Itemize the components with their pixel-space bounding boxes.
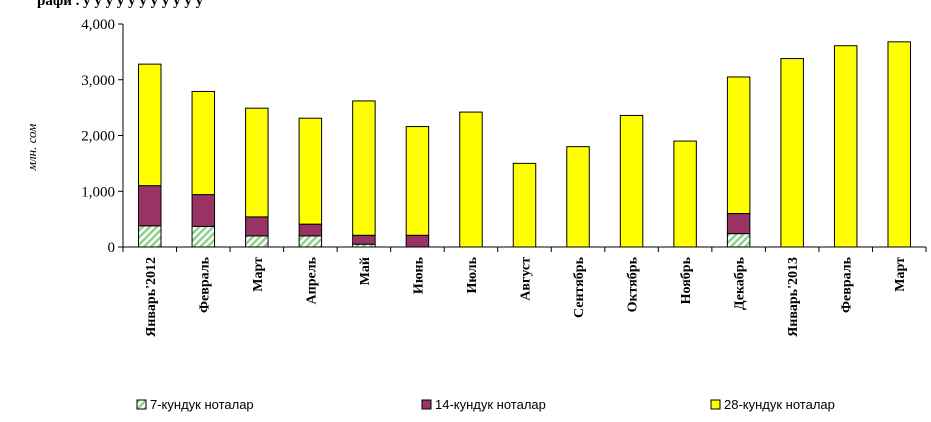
bar-segment-7day	[245, 235, 269, 248]
bar-segment-14day	[298, 223, 323, 237]
bar-segment-28day	[833, 45, 858, 248]
x-tick-label: Февраль	[840, 256, 855, 313]
x-tick-label: Март	[893, 257, 908, 292]
x-tick-label: Октябрь	[626, 256, 641, 312]
y-tick-label: 1,000	[81, 184, 115, 200]
x-tick-label: Август	[519, 257, 534, 301]
bar-segment-28day	[298, 117, 323, 225]
x-tick-label: Март	[251, 257, 266, 292]
bar-segment-7day	[191, 225, 216, 248]
bar-segment-28day	[887, 41, 911, 248]
bar-segment-28day	[191, 90, 216, 196]
bar-segment-28day	[566, 146, 590, 248]
x-tick-label: Сентябрь	[572, 256, 587, 318]
bar-segment-28day	[673, 140, 697, 248]
bar-segment-28day	[619, 114, 644, 248]
bar-segment-7day	[138, 225, 162, 248]
y-tick-label: 0	[108, 240, 116, 256]
chart-title: рафи . у у у у у у у у у у у	[37, 0, 204, 9]
legend-label: 14-кундук ноталар	[435, 397, 546, 412]
x-tick-label: Февраль	[197, 256, 212, 313]
bar-segment-14day	[352, 234, 376, 245]
x-tick-label: Январь'2012	[144, 257, 159, 337]
y-tick-label: 3,000	[81, 73, 115, 89]
bar-segment-28day	[512, 162, 537, 248]
x-tick-label: Май	[358, 257, 373, 285]
bar-segment-14day	[191, 194, 216, 227]
legend-label: 7-кундук ноталар	[150, 397, 254, 412]
x-tick-label: Декабрь	[733, 256, 748, 310]
bar-segment-14day	[726, 213, 751, 235]
bar-segment-28day	[726, 76, 751, 215]
legend: 7-кундук ноталар 14-кундук ноталар 28-кунд…	[136, 397, 835, 412]
bar-segment-28day	[780, 58, 804, 248]
bar-segment-14day	[138, 185, 162, 227]
x-tick-label: Апрель	[304, 256, 319, 304]
bar-segment-14day	[245, 216, 269, 237]
x-tick-label: Январь'2013	[786, 257, 801, 337]
bar-segment-28day	[405, 126, 430, 236]
x-tick-label: Ноябрь	[679, 256, 694, 304]
bar-segment-28day	[138, 63, 162, 187]
y-tick-label: 2,000	[81, 129, 115, 145]
x-tick-label: Июль	[465, 256, 480, 293]
plot-area: 0 1,000 2,000 3,000 4,000 Январь'2012 Февраль М…	[81, 17, 927, 337]
legend-label: 28-кундук ноталар	[724, 397, 835, 412]
bar-segment-28day	[352, 100, 376, 236]
bar-segment-14day	[405, 234, 430, 248]
legend-swatch	[421, 399, 432, 410]
y-tick-label: 4,000	[81, 17, 115, 33]
y-axis-label: млн. сом	[24, 124, 39, 172]
bar-segment-7day	[726, 233, 751, 248]
bar-segment-28day	[459, 111, 483, 248]
legend-swatch	[136, 399, 147, 410]
legend-swatch	[710, 399, 721, 410]
bar-segment-7day	[298, 235, 323, 248]
x-tick-label: Июнь	[411, 256, 426, 294]
bar-segment-28day	[245, 107, 269, 218]
